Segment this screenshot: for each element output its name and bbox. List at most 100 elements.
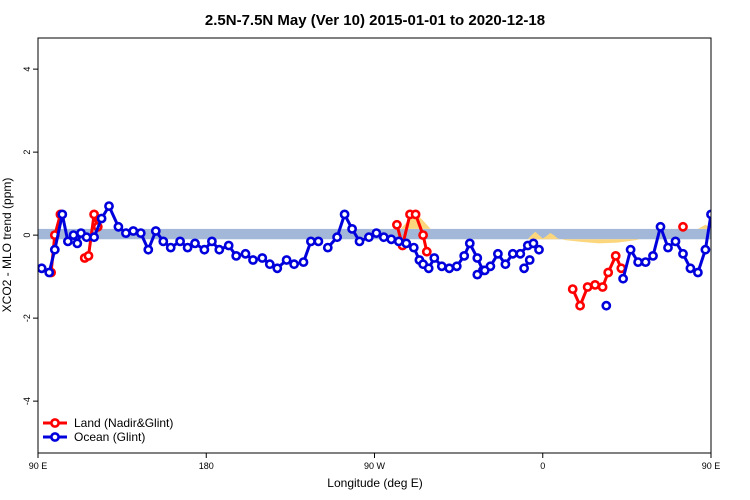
data-point <box>472 269 483 280</box>
data-point <box>408 242 419 253</box>
data-point <box>515 248 526 259</box>
data-point <box>371 228 382 238</box>
data-point <box>423 263 434 274</box>
data-point <box>89 209 99 220</box>
data-point <box>257 253 268 263</box>
data-point <box>44 267 55 278</box>
y-axis-ticks: -4 -2 0 2 4 <box>22 67 38 405</box>
data-point <box>63 236 73 247</box>
data-point <box>524 255 535 265</box>
data-point <box>281 255 292 265</box>
y-tick-label: 2 <box>22 150 32 155</box>
data-point <box>472 253 483 263</box>
data-point <box>534 244 544 255</box>
data-point <box>305 236 316 247</box>
legend: Land (Nadir&Glint)Ocean (Glint) <box>43 416 173 444</box>
series-ocean <box>38 201 750 311</box>
data-point <box>182 242 193 253</box>
data-point <box>393 236 404 247</box>
plot-frame <box>37 37 712 454</box>
data-point <box>722 232 729 239</box>
chart-title: 2.5N-7.5N May (Ver 10) 2015-01-01 to 202… <box>205 12 545 29</box>
data-point <box>603 267 614 278</box>
data-point <box>72 238 83 249</box>
legend-marker <box>50 418 60 428</box>
x-axis-label: Longitude (deg E) <box>327 476 422 490</box>
data-point <box>128 226 139 236</box>
data-point <box>332 232 342 243</box>
x-tick-label: 90 W <box>364 461 386 471</box>
y-tick-label: 4 <box>22 67 32 72</box>
data-point <box>223 240 234 251</box>
orange-region-1 <box>527 231 640 244</box>
data-point <box>104 201 114 211</box>
legend-item-ocean: Ocean (Glint) <box>43 430 145 444</box>
legend-label: Land (Nadir&Glint) <box>74 416 173 430</box>
data-point <box>693 267 703 278</box>
data-point <box>685 263 696 274</box>
data-point <box>175 236 185 247</box>
data-point <box>745 234 750 241</box>
data-point <box>264 259 275 270</box>
data-point <box>670 236 681 247</box>
x-tick-label: 0 <box>540 461 545 471</box>
x-tick-label: 180 <box>199 461 214 471</box>
data-point <box>528 238 539 249</box>
data-point <box>625 244 636 255</box>
data-point <box>81 232 92 243</box>
data-point <box>339 209 350 220</box>
data-point <box>719 269 726 276</box>
data-point <box>582 282 593 292</box>
data-point <box>721 232 728 239</box>
data-point <box>700 244 711 255</box>
data-point <box>715 238 722 245</box>
data-point <box>640 257 651 267</box>
data-point <box>378 232 389 243</box>
data-point <box>726 240 733 247</box>
data-point <box>322 242 333 253</box>
data-point <box>49 244 60 255</box>
data-point <box>421 246 432 257</box>
x-tick-label: 90 E <box>702 461 721 471</box>
data-point <box>507 248 518 259</box>
data-point <box>190 238 200 249</box>
y-tick-label: -4 <box>22 397 32 405</box>
data-point <box>391 219 402 230</box>
y-tick-label: -2 <box>22 314 32 322</box>
data-point <box>648 250 658 261</box>
data-point <box>678 221 688 232</box>
data-point <box>354 236 365 247</box>
data-point <box>601 300 612 311</box>
data-point <box>678 248 688 259</box>
data-point <box>298 257 309 267</box>
x-tick-label: 90 E <box>29 461 48 471</box>
data-point <box>464 238 475 249</box>
data-point <box>214 244 225 255</box>
data-point <box>313 236 324 247</box>
data-point <box>451 261 462 272</box>
data-point <box>610 250 621 261</box>
data-point <box>158 236 169 247</box>
data-point <box>248 255 258 265</box>
data-point <box>418 230 428 240</box>
data-point <box>618 273 628 284</box>
x-axis-ticks: 90 E 180 90 W 0 90 E <box>29 453 721 471</box>
data-point <box>113 221 124 232</box>
data-point <box>590 279 600 290</box>
data-point <box>429 253 440 263</box>
data-point <box>89 232 99 243</box>
data-point <box>575 300 585 311</box>
data-point <box>272 263 283 274</box>
data-point <box>567 284 578 294</box>
data-point <box>38 263 47 274</box>
data-point <box>519 263 529 274</box>
data-point <box>597 282 608 292</box>
data-point <box>96 213 107 224</box>
data-point <box>57 209 68 220</box>
data-point <box>206 236 217 247</box>
data-point <box>500 259 511 270</box>
y-axis-label: XCO2 - MLO trend (ppm) <box>0 178 14 313</box>
data-point <box>479 265 490 276</box>
series-line <box>621 212 711 280</box>
data-point <box>83 250 94 261</box>
